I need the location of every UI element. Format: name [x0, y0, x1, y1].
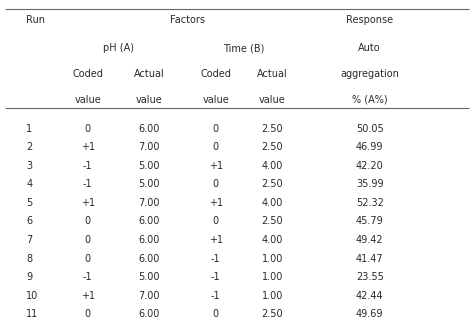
- Text: Actual: Actual: [134, 69, 164, 80]
- Text: Coded: Coded: [200, 69, 231, 80]
- Text: 0: 0: [213, 216, 219, 227]
- Text: 1.00: 1.00: [262, 291, 283, 301]
- Text: 41.47: 41.47: [356, 254, 383, 264]
- Text: 10: 10: [26, 291, 38, 301]
- Text: 6.00: 6.00: [138, 309, 160, 319]
- Text: 1: 1: [26, 124, 32, 134]
- Text: 2.50: 2.50: [262, 124, 283, 134]
- Text: 0: 0: [213, 309, 219, 319]
- Text: -1: -1: [211, 291, 220, 301]
- Text: 6.00: 6.00: [138, 235, 160, 245]
- Text: 6: 6: [26, 216, 32, 227]
- Text: 2.50: 2.50: [262, 179, 283, 189]
- Text: 6.00: 6.00: [138, 216, 160, 227]
- Text: Coded: Coded: [72, 69, 103, 80]
- Text: Response: Response: [346, 15, 393, 25]
- Text: 0: 0: [85, 124, 91, 134]
- Text: 0: 0: [85, 309, 91, 319]
- Text: -1: -1: [83, 179, 92, 189]
- Text: aggregation: aggregation: [340, 69, 399, 80]
- Text: 0: 0: [213, 179, 219, 189]
- Text: Actual: Actual: [257, 69, 288, 80]
- Text: 9: 9: [26, 272, 32, 282]
- Text: 23.55: 23.55: [356, 272, 383, 282]
- Text: +1: +1: [81, 291, 95, 301]
- Text: 8: 8: [26, 254, 32, 264]
- Text: 4: 4: [26, 179, 32, 189]
- Text: 5: 5: [26, 198, 32, 208]
- Text: +1: +1: [209, 161, 223, 171]
- Text: value: value: [74, 95, 101, 105]
- Text: 1.00: 1.00: [262, 254, 283, 264]
- Text: % (A%): % (A%): [352, 95, 388, 105]
- Text: 7.00: 7.00: [138, 198, 160, 208]
- Text: 42.44: 42.44: [356, 291, 383, 301]
- Text: Run: Run: [26, 15, 45, 25]
- Text: 7.00: 7.00: [138, 142, 160, 152]
- Text: value: value: [259, 95, 286, 105]
- Text: 4.00: 4.00: [262, 198, 283, 208]
- Text: 5.00: 5.00: [138, 179, 160, 189]
- Text: -1: -1: [83, 272, 92, 282]
- Text: 0: 0: [85, 254, 91, 264]
- Text: 50.05: 50.05: [356, 124, 383, 134]
- Text: 0: 0: [213, 142, 219, 152]
- Text: 49.69: 49.69: [356, 309, 383, 319]
- Text: 2: 2: [26, 142, 32, 152]
- Text: 0: 0: [213, 124, 219, 134]
- Text: -1: -1: [211, 254, 220, 264]
- Text: 0: 0: [85, 235, 91, 245]
- Text: 11: 11: [26, 309, 38, 319]
- Text: pH (A): pH (A): [103, 43, 134, 53]
- Text: 1.00: 1.00: [262, 272, 283, 282]
- Text: 2.50: 2.50: [262, 216, 283, 227]
- Text: 0: 0: [85, 216, 91, 227]
- Text: 5.00: 5.00: [138, 272, 160, 282]
- Text: 7.00: 7.00: [138, 291, 160, 301]
- Text: +1: +1: [209, 235, 223, 245]
- Text: 4.00: 4.00: [262, 235, 283, 245]
- Text: +1: +1: [209, 198, 223, 208]
- Text: value: value: [136, 95, 163, 105]
- Text: +1: +1: [81, 198, 95, 208]
- Text: Time (B): Time (B): [223, 43, 265, 53]
- Text: 2.50: 2.50: [262, 142, 283, 152]
- Text: 46.99: 46.99: [356, 142, 383, 152]
- Text: 45.79: 45.79: [356, 216, 383, 227]
- Text: value: value: [202, 95, 229, 105]
- Text: 4.00: 4.00: [262, 161, 283, 171]
- Text: -1: -1: [83, 161, 92, 171]
- Text: 35.99: 35.99: [356, 179, 383, 189]
- Text: 3: 3: [26, 161, 32, 171]
- Text: 5.00: 5.00: [138, 161, 160, 171]
- Text: 6.00: 6.00: [138, 254, 160, 264]
- Text: 42.20: 42.20: [356, 161, 383, 171]
- Text: 6.00: 6.00: [138, 124, 160, 134]
- Text: 52.32: 52.32: [356, 198, 383, 208]
- Text: Factors: Factors: [170, 15, 205, 25]
- Text: 7: 7: [26, 235, 32, 245]
- Text: -1: -1: [211, 272, 220, 282]
- Text: 2.50: 2.50: [262, 309, 283, 319]
- Text: 49.42: 49.42: [356, 235, 383, 245]
- Text: +1: +1: [81, 142, 95, 152]
- Text: Auto: Auto: [358, 43, 381, 53]
